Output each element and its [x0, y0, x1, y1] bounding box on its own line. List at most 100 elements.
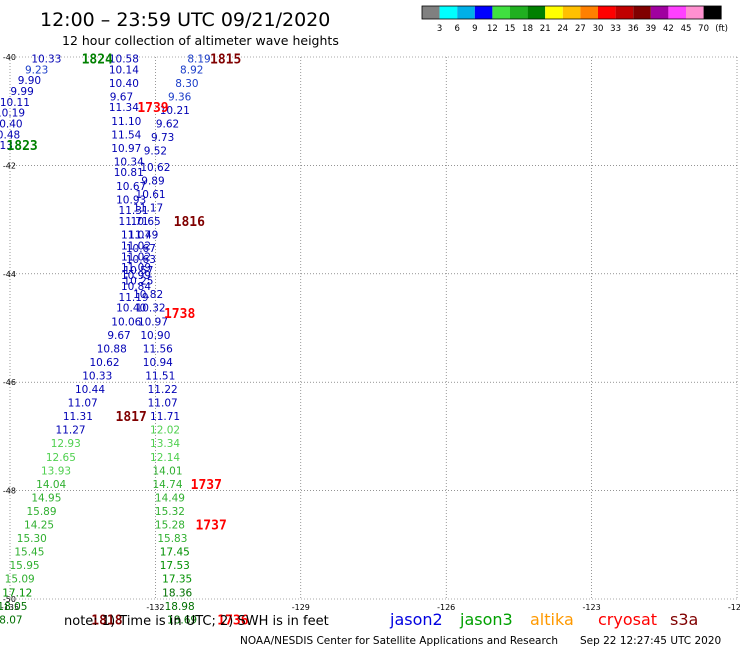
- wave-height-point: 10.19: [0, 108, 25, 120]
- satellite-cryosat: cryosat: [598, 610, 657, 629]
- colorbar: 3 6 9 12 15 18 21 24 27 30 33 36 39 42 45 70 (ft): [421, 5, 728, 34]
- colorbar-swatch: [545, 6, 563, 19]
- wave-height-point: 11.07: [121, 230, 151, 242]
- colorbar-swatch: [439, 6, 458, 19]
- wave-height-point: 10.63: [126, 254, 156, 266]
- wave-height-point: 11.31: [119, 205, 149, 217]
- wave-height-point: 14.04: [36, 479, 66, 491]
- wave-height-point: 18.07: [0, 614, 23, 626]
- wave-height-point: 14.01: [152, 465, 182, 477]
- wave-height-point: 11.27: [56, 425, 86, 437]
- satellite-s3a: s3a: [670, 610, 698, 629]
- colorbar-swatch: [580, 6, 598, 19]
- wave-height-point: 17.12: [2, 587, 32, 599]
- wave-height-point: 10.21: [160, 105, 190, 117]
- wave-height-point: 18.98: [165, 601, 195, 613]
- pass-time-label: 1737: [195, 519, 226, 534]
- wave-height-point: 10.90: [140, 330, 170, 342]
- chart-title: 12:00 – 23:59 UTC 09/21/2020: [40, 9, 330, 31]
- colorbar-tick: 6: [454, 24, 459, 34]
- y-tick-label: -44: [3, 270, 16, 279]
- colorbar-tick: 27: [575, 24, 586, 34]
- pass-time-label: 1736: [217, 613, 248, 628]
- pass-time-label: 1823: [6, 139, 37, 154]
- wave-height-point: 8.30: [175, 78, 198, 90]
- wave-height-point: 11.19: [119, 292, 149, 304]
- wave-height-point: 10.34: [114, 156, 144, 168]
- pass-time-label: 1818: [91, 613, 122, 628]
- wave-height-point: 10.57: [123, 265, 153, 277]
- wave-height-point: 10.93: [116, 194, 146, 206]
- wave-height-point: 10.61: [136, 189, 166, 201]
- wave-height-point: 14.25: [24, 520, 54, 532]
- wave-height-point: 15.28: [155, 520, 185, 532]
- wave-height-point: 10.82: [133, 289, 163, 301]
- colorbar-tick: 33: [610, 24, 621, 34]
- wave-height-point: 9.67: [107, 330, 130, 342]
- wave-height-point: 9.90: [18, 75, 41, 87]
- wave-height-point: 9.73: [151, 132, 174, 144]
- colorbar-swatch: [562, 6, 581, 19]
- wave-height-point: 10.81: [114, 167, 144, 179]
- satellite-jason2: jason2: [389, 610, 443, 629]
- wave-height-point: 14.49: [155, 492, 185, 504]
- wave-height-point: 10.06: [111, 316, 141, 328]
- colorbar-tick: 12: [487, 24, 498, 34]
- wave-height-point: 13.34: [150, 438, 180, 450]
- wave-height-point: 10.40: [116, 303, 146, 315]
- wave-height-point: 10.67: [116, 181, 146, 193]
- y-tick-label: -42: [3, 161, 16, 170]
- wave-height-point: 15.32: [155, 506, 185, 518]
- x-tick-label: -135: [1, 603, 19, 612]
- wave-height-point: 9.52: [144, 146, 167, 158]
- footer-credit: NOAA/NESDIS Center for Satellite Applica…: [240, 635, 558, 647]
- wave-height-point: 15.30: [17, 533, 47, 545]
- wave-height-point: 11.10: [111, 116, 141, 128]
- colorbar-swatch: [668, 6, 686, 19]
- wave-height-point: 17.53: [160, 560, 190, 572]
- colorbar-tick: 70: [698, 24, 709, 34]
- colorbar-tick: 9: [472, 24, 477, 34]
- wave-height-point: 10.48: [0, 129, 20, 141]
- wave-height-point: 9.36: [168, 91, 192, 103]
- wave-height-point: 11.09: [121, 262, 151, 274]
- pass-time-label: 1824: [82, 52, 113, 67]
- colorbar-tick: 21: [540, 24, 551, 34]
- wave-height-point: 10.62: [140, 162, 170, 174]
- colorbar-tick: 15: [505, 24, 516, 34]
- x-tick-label: -123: [583, 603, 601, 612]
- wave-height-point: 11.34: [109, 102, 139, 114]
- track-pass-a: 10.339.239.909.9910.1110.1910.4010.4811.…: [0, 53, 61, 152]
- wave-height-point: 10.32: [136, 303, 166, 315]
- y-tick-label: -40: [3, 53, 16, 62]
- colorbar-swatch: [527, 6, 546, 19]
- colorbar-swatch: [686, 6, 704, 19]
- colorbar-swatch: [703, 6, 722, 19]
- colorbar-tick: 18: [522, 24, 533, 34]
- wave-height-point: 18.05: [0, 601, 27, 613]
- wave-height-point: 10.40: [109, 78, 139, 90]
- wave-height-point: 12.93: [51, 438, 81, 450]
- wave-height-point: 10.58: [109, 53, 139, 65]
- wave-height-point: 11.51: [145, 370, 175, 382]
- wave-height-point: 11.07: [68, 398, 98, 410]
- wave-height-point: 10.97: [111, 143, 141, 155]
- wave-height-point: 10.40: [0, 118, 23, 130]
- pass-time-label: 1816: [174, 215, 205, 230]
- wave-height-point: 15.45: [14, 547, 44, 559]
- wave-height-point: 10.44: [75, 384, 105, 396]
- pass-time-label: 1738: [164, 307, 195, 322]
- footer-note: note: 1) Time is in UTC; 2) SWH is in fe…: [64, 614, 329, 629]
- wave-height-point: 18.36: [162, 587, 192, 599]
- wave-height-point: 11.71: [150, 411, 180, 423]
- colorbar-tick: 45: [681, 24, 692, 34]
- x-tick-label: -120: [728, 603, 740, 612]
- wave-height-point: 17.35: [162, 574, 192, 586]
- wave-height-point: 15.89: [26, 506, 56, 518]
- wave-height-point: 11.54: [111, 129, 141, 141]
- colorbar-swatch: [474, 6, 493, 19]
